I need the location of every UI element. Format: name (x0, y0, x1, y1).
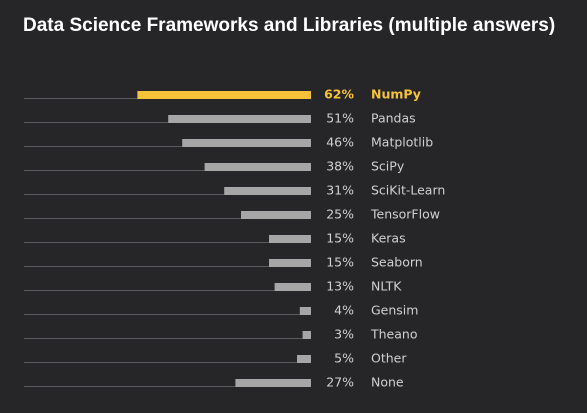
category-label: None (371, 375, 404, 390)
category-label: Matplotlib (371, 135, 433, 150)
bar-keras (269, 235, 311, 243)
bar-none (235, 379, 311, 387)
value-label: 13% (326, 279, 354, 294)
value-label: 62% (324, 87, 354, 102)
category-label: Seaborn (371, 255, 423, 270)
category-label: NLTK (371, 279, 402, 294)
value-label: 51% (326, 111, 354, 126)
bar-tensorflow (241, 211, 311, 219)
category-label: Gensim (371, 303, 418, 318)
value-label: 46% (326, 135, 354, 150)
value-label: 38% (326, 159, 354, 174)
value-label: 5% (334, 351, 354, 366)
value-label: 3% (334, 327, 354, 342)
category-label: Theano (370, 327, 417, 342)
value-label: 27% (326, 375, 354, 390)
bar-pandas (168, 115, 311, 123)
category-label: Other (371, 351, 407, 366)
chart-rows: 62% NumPy 51% Pandas 46% Matplotlib 38% SciPy 31… (24, 87, 445, 390)
category-label: Keras (371, 231, 406, 246)
value-label: 15% (326, 255, 354, 270)
category-label: TensorFlow (370, 207, 440, 222)
bar-matplotlib (182, 139, 311, 147)
bar-numpy (137, 91, 311, 99)
category-label: NumPy (371, 87, 421, 102)
category-label: Pandas (371, 111, 416, 126)
category-label: SciKit-Learn (371, 183, 445, 198)
bar-theano (302, 331, 311, 339)
bar-nltk (274, 283, 311, 291)
bar-seaborn (269, 259, 311, 267)
category-label: SciPy (371, 159, 405, 174)
chart-title: Data Science Frameworks and Libraries (m… (23, 15, 556, 36)
value-label: 25% (326, 207, 354, 222)
value-label: 15% (326, 231, 354, 246)
value-label: 31% (326, 183, 354, 198)
bar-scikit-learn (224, 187, 311, 195)
bar-gensim (299, 307, 311, 315)
value-label: 4% (334, 303, 354, 318)
bar-scipy (204, 163, 311, 171)
bar-other (297, 355, 311, 363)
